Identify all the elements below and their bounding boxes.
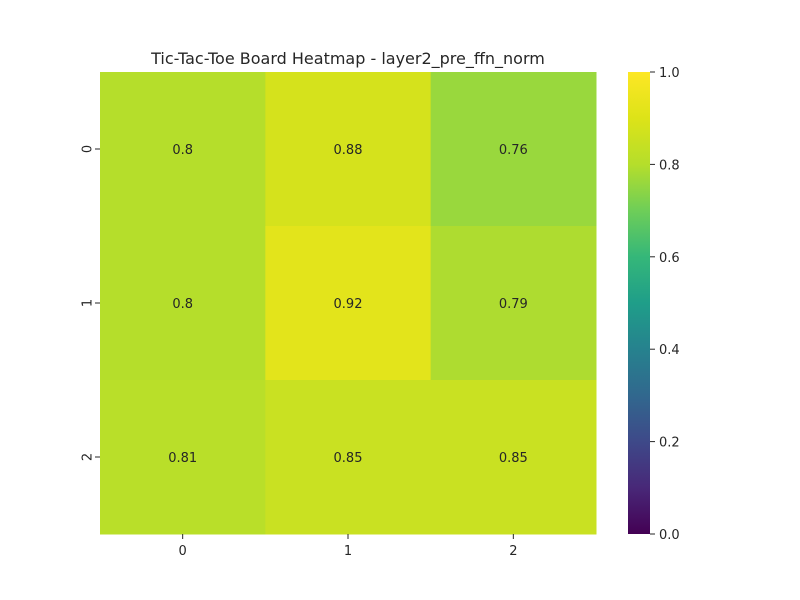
y-tick-label: 0 — [81, 145, 96, 153]
cell-value-label: 0.81 — [168, 451, 197, 466]
heatmap-cell — [430, 380, 597, 535]
heatmap-cell — [100, 226, 266, 381]
heatmap-cells: 0.8 0.88 0.76 0.8 0.92 0.79 0.81 0.85 0.85 — [100, 72, 597, 535]
cell-value-label: 0.88 — [334, 143, 363, 158]
colorbar-tick-label: 0.6 — [659, 251, 680, 266]
heatmap-cell — [100, 380, 266, 535]
colorbar-gradient — [628, 72, 650, 534]
cell-value-label: 0.92 — [334, 297, 363, 312]
x-axis: 0 1 2 — [179, 534, 517, 559]
y-tick-label: 2 — [81, 453, 96, 461]
cell-value-label: 0.8 — [172, 143, 193, 158]
colorbar-tick-label: 0.2 — [659, 436, 680, 451]
heatmap-cell — [430, 226, 597, 381]
y-axis: 0 1 2 — [81, 145, 100, 461]
heatmap-cell — [100, 72, 266, 227]
chart-title: Tic-Tac-Toe Board Heatmap - layer2_pre_f… — [150, 49, 545, 69]
heatmap-cell — [265, 380, 432, 535]
x-tick-label: 1 — [344, 544, 352, 559]
x-tick-label: 0 — [179, 544, 187, 559]
colorbar-tick-label: 1.0 — [659, 66, 680, 81]
cell-value-label: 0.76 — [499, 143, 528, 158]
heatmap-cell — [265, 72, 432, 227]
heatmap-cell — [265, 226, 432, 381]
heatmap-cell — [430, 72, 597, 227]
colorbar-tick-label: 0.8 — [659, 158, 680, 173]
x-tick-label: 2 — [509, 544, 517, 559]
cell-value-label: 0.8 — [172, 297, 193, 312]
cell-value-label: 0.85 — [499, 451, 528, 466]
colorbar-ticks: 0.0 0.2 0.4 0.6 0.8 1.0 — [650, 66, 680, 543]
cell-value-label: 0.79 — [499, 297, 528, 312]
cell-value-label: 0.85 — [334, 451, 363, 466]
colorbar: 0.0 0.2 0.4 0.6 0.8 1.0 — [628, 66, 680, 543]
y-tick-label: 1 — [81, 299, 96, 307]
colorbar-tick-label: 0.0 — [659, 528, 680, 543]
colorbar-tick-label: 0.4 — [659, 343, 680, 358]
